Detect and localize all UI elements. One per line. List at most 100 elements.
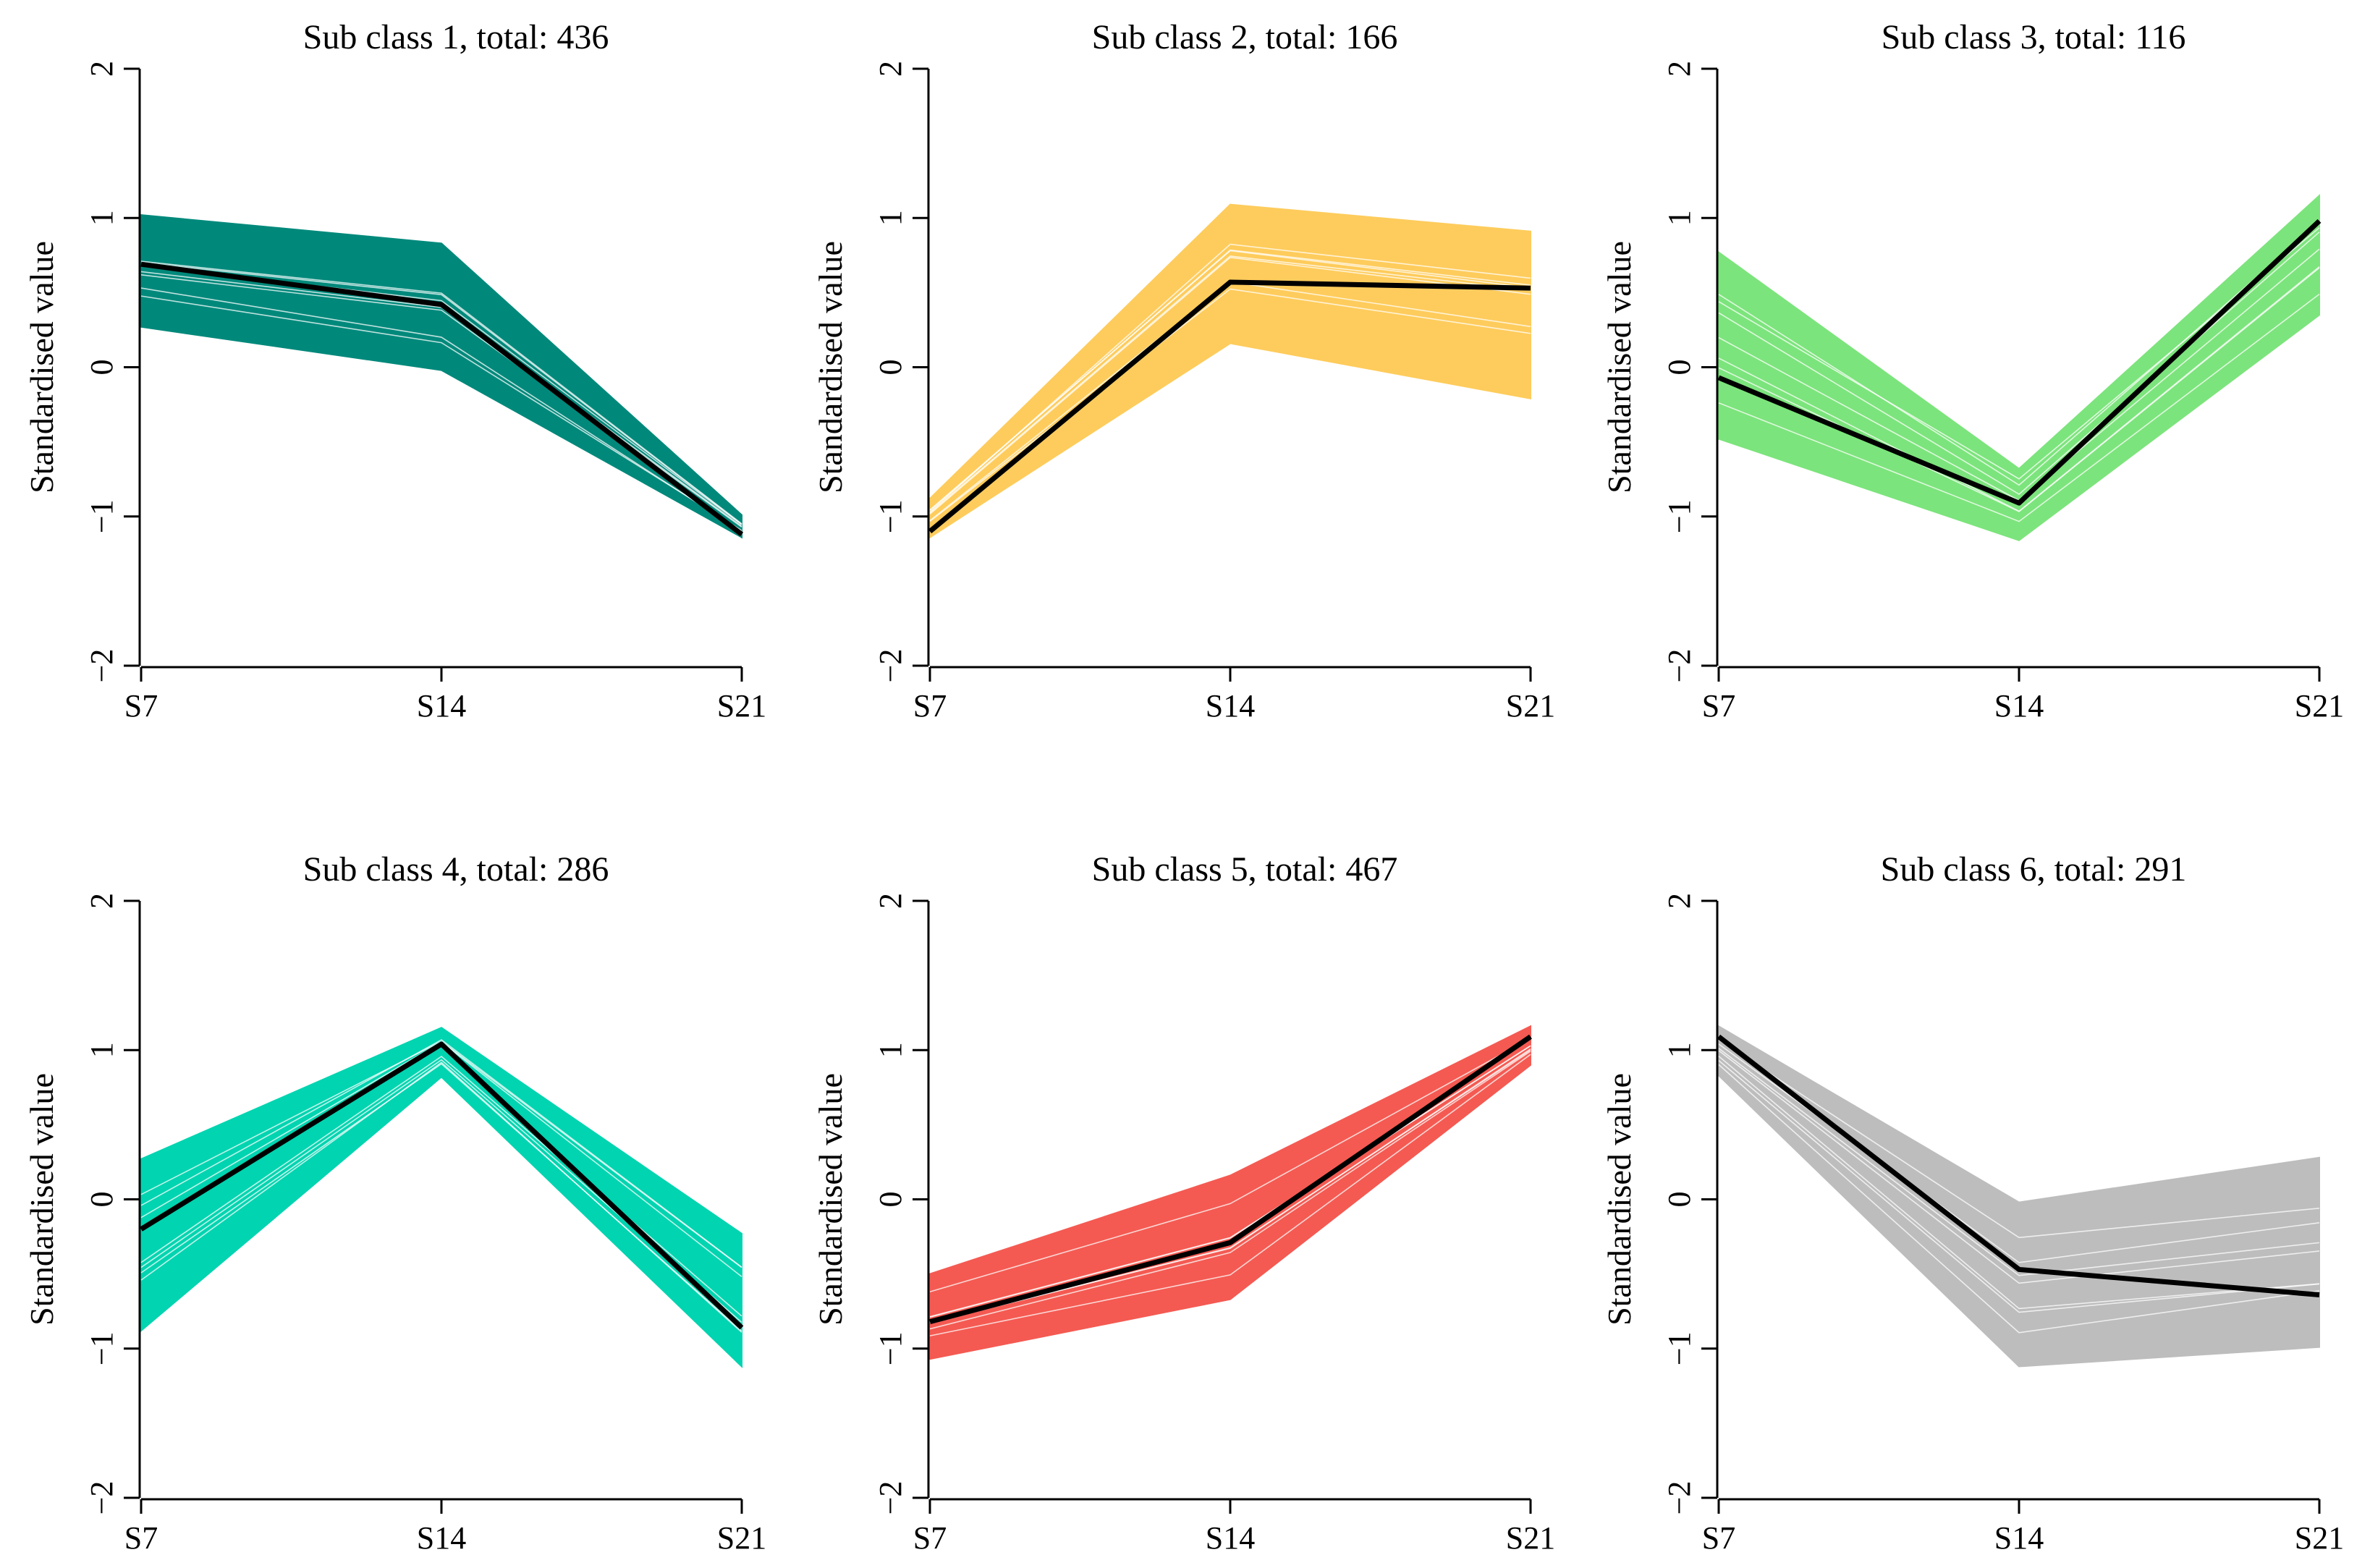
mean-line — [1717, 219, 2322, 506]
profile-line — [140, 262, 742, 525]
profile-line — [1718, 227, 2320, 480]
x-tick-label: S14 — [1994, 1520, 2044, 1556]
profile-line — [1718, 1039, 2320, 1239]
y-tick-label: −1 — [1662, 1331, 1697, 1365]
y-tick-label: −2 — [1662, 1481, 1697, 1515]
profile-line — [1718, 267, 2320, 512]
mean-line — [929, 1034, 1532, 1325]
profile-line — [140, 295, 742, 531]
x-tick-label: S7 — [124, 1520, 158, 1556]
y-tick-label: 1 — [873, 210, 908, 226]
band-envelope — [140, 214, 742, 539]
y-tick-label: 0 — [1662, 360, 1697, 376]
y-tick-label: 2 — [1662, 893, 1697, 909]
profile-line — [1718, 221, 2320, 486]
profile-line — [929, 1054, 1531, 1336]
y-tick-label: −2 — [84, 1481, 119, 1515]
profile-line — [929, 249, 1531, 512]
chart-panel-2: −2 −1 0 1 2 S7 S14 S21 Standardised value Sub cla… — [812, 18, 1555, 724]
x-tick-label: S14 — [417, 688, 466, 724]
x-tick-label: S21 — [717, 1520, 766, 1556]
band-envelope — [1718, 194, 2320, 541]
chart-panel-4: −2 −1 0 1 2 S7 S14 S21 Standardised value Sub cla… — [23, 850, 766, 1556]
profile-line — [1718, 1064, 2320, 1334]
y-tick-label: 1 — [873, 1042, 908, 1058]
profile-line — [1718, 293, 2320, 522]
y-tick-label: −1 — [84, 499, 119, 533]
y-tick-label: −2 — [873, 649, 908, 683]
profile-line — [929, 256, 1531, 514]
x-tick-label: S14 — [1206, 688, 1255, 724]
y-tick-label: −2 — [873, 1481, 908, 1515]
mean-line — [928, 279, 1531, 534]
y-tick-label: 0 — [873, 360, 908, 376]
x-tick-label: S21 — [2295, 688, 2344, 724]
mean-line — [1717, 1034, 2320, 1297]
profile-line — [1718, 1050, 2320, 1284]
y-tick-label: 1 — [1662, 1042, 1697, 1058]
profile-line — [1718, 1048, 2320, 1276]
y-tick-label: −2 — [84, 649, 119, 683]
panel-title: Sub class 6, total: 291 — [1881, 850, 2187, 889]
y-axis-label: Standardised value — [1601, 241, 1638, 493]
x-tick-label: S14 — [1994, 688, 2044, 724]
y-axis-label: Standardised value — [812, 241, 849, 493]
band-envelope — [1718, 1025, 2320, 1368]
profile-line — [929, 1051, 1531, 1330]
profile-line — [140, 1061, 742, 1333]
x-tick-label: S21 — [1506, 688, 1555, 724]
y-tick-label: 2 — [1662, 61, 1697, 77]
x-tick-label: S21 — [717, 688, 766, 724]
y-axis-label: Standardised value — [812, 1073, 849, 1326]
panel-title: Sub class 4, total: 286 — [303, 850, 609, 889]
profile-line — [140, 260, 742, 525]
band-envelope — [929, 1025, 1531, 1360]
x-tick-label: S7 — [124, 688, 158, 724]
y-tick-label: 2 — [873, 61, 908, 77]
y-tick-label: 0 — [84, 360, 119, 376]
y-tick-label: −2 — [1662, 649, 1697, 683]
band-envelope — [929, 203, 1531, 539]
y-tick-label: −1 — [873, 1331, 908, 1365]
profile-line — [929, 288, 1531, 522]
profile-line — [929, 255, 1531, 514]
y-tick-label: 0 — [873, 1192, 908, 1208]
x-tick-label: S14 — [1206, 1520, 1255, 1556]
y-tick-label: 1 — [84, 1042, 119, 1058]
panel-title: Sub class 5, total: 467 — [1092, 850, 1398, 889]
panel-title: Sub class 1, total: 436 — [303, 18, 609, 56]
x-tick-label: S21 — [1506, 1520, 1555, 1556]
profile-line — [140, 1055, 742, 1317]
profile-line — [140, 1039, 742, 1268]
y-tick-label: 1 — [1662, 210, 1697, 226]
profile-line — [929, 1045, 1531, 1318]
chart-panel-1: −2 −1 0 1 2 S7 S14 S21 Standardised value Sub cla… — [23, 18, 766, 724]
x-tick-label: S14 — [417, 1520, 466, 1556]
profile-line — [929, 1038, 1531, 1293]
band-envelope — [140, 1027, 742, 1368]
chart-panel-6: −2 −1 0 1 2 S7 S14 S21 Standardised value Sub cla… — [1601, 850, 2344, 1556]
profile-line — [1718, 232, 2320, 496]
y-axis-label: Standardised value — [23, 1073, 60, 1326]
x-tick-label: S7 — [1702, 1520, 1735, 1556]
y-tick-label: 2 — [873, 893, 908, 909]
y-axis-label: Standardised value — [23, 241, 60, 493]
x-tick-label: S7 — [913, 688, 947, 724]
y-tick-label: −1 — [1662, 499, 1697, 533]
profile-line — [140, 287, 742, 533]
y-tick-label: 0 — [1662, 1192, 1697, 1208]
y-tick-label: 2 — [84, 61, 119, 77]
panel-title: Sub class 3, total: 116 — [1882, 18, 2186, 56]
mean-line — [140, 261, 744, 537]
y-tick-label: 1 — [84, 210, 119, 226]
chart-panel-3: −2 −1 0 1 2 S7 S14 S21 Standardised value Sub cla… — [1601, 18, 2344, 724]
chart-panel-5: −2 −1 0 1 2 S7 S14 S21 Standardised value Sub cla… — [812, 850, 1555, 1556]
x-tick-label: S21 — [2295, 1520, 2344, 1556]
x-tick-label: S7 — [1702, 688, 1735, 724]
x-tick-label: S7 — [913, 1520, 947, 1556]
y-axis-label: Standardised value — [1601, 1073, 1638, 1326]
y-tick-label: −1 — [873, 499, 908, 533]
y-tick-label: 2 — [84, 893, 119, 909]
y-tick-label: −1 — [84, 1331, 119, 1365]
